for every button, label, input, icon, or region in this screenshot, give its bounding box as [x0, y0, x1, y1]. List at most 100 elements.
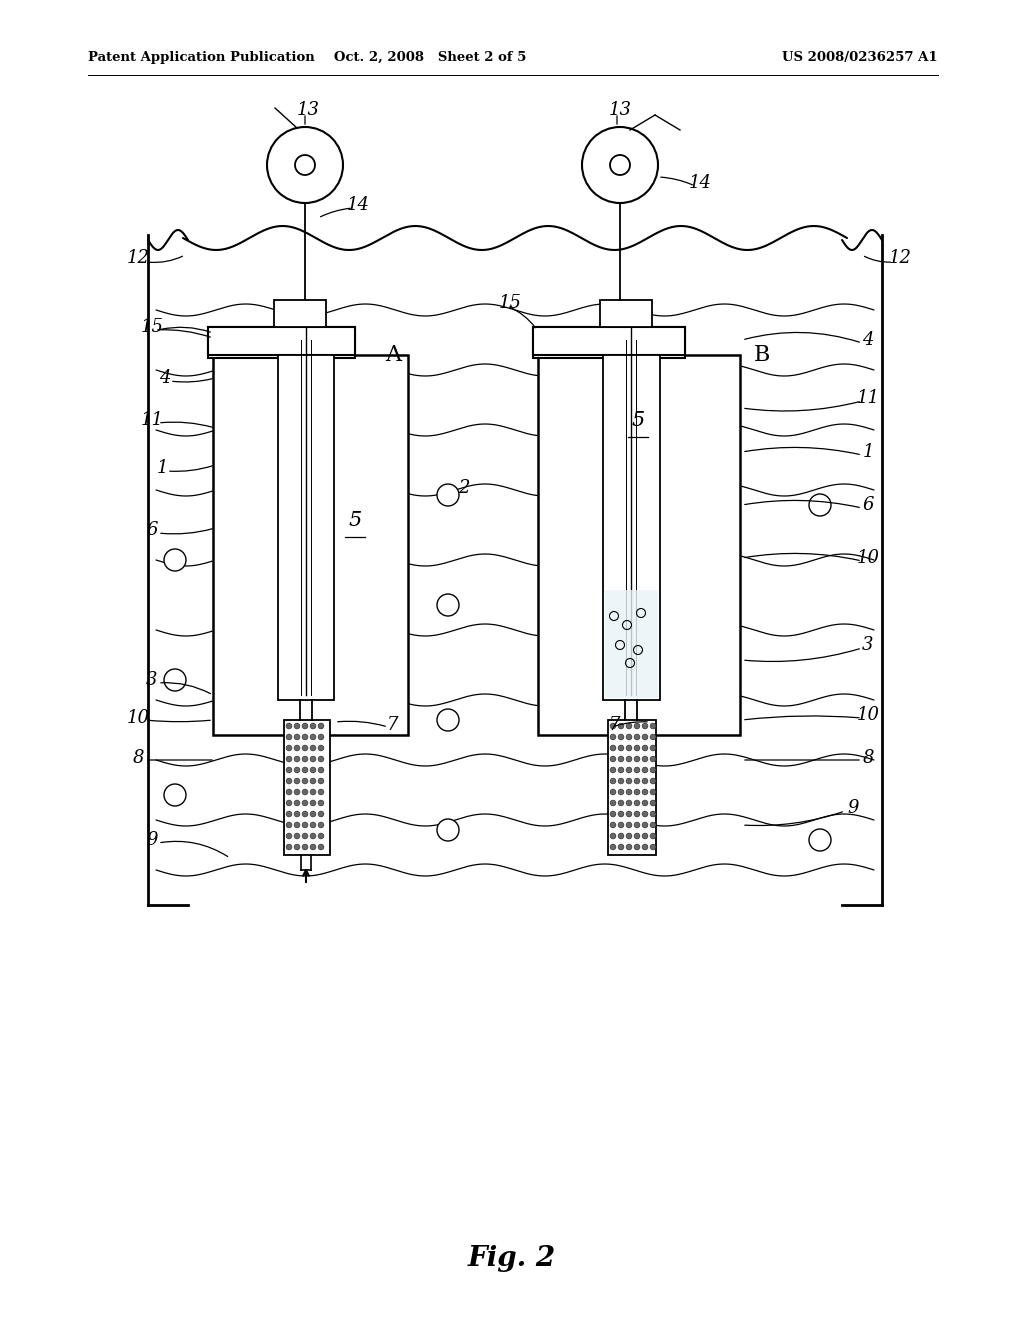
Circle shape	[634, 734, 640, 741]
Circle shape	[642, 822, 648, 828]
Circle shape	[318, 723, 324, 729]
Circle shape	[164, 669, 186, 690]
Circle shape	[634, 756, 640, 762]
Circle shape	[310, 822, 316, 828]
Circle shape	[610, 756, 616, 762]
Circle shape	[618, 756, 624, 762]
Circle shape	[642, 734, 648, 741]
Text: 14: 14	[346, 195, 370, 214]
Circle shape	[634, 833, 640, 840]
Circle shape	[310, 756, 316, 762]
Circle shape	[294, 744, 300, 751]
Circle shape	[650, 723, 656, 729]
Circle shape	[318, 789, 324, 795]
Circle shape	[610, 154, 630, 176]
Circle shape	[310, 843, 316, 850]
Circle shape	[286, 810, 292, 817]
Text: 12: 12	[127, 249, 150, 267]
Circle shape	[642, 744, 648, 751]
Circle shape	[610, 833, 616, 840]
Text: 6: 6	[146, 521, 158, 539]
Circle shape	[650, 833, 656, 840]
Circle shape	[310, 723, 316, 729]
Circle shape	[650, 767, 656, 774]
Bar	[278, 355, 334, 700]
Circle shape	[634, 767, 640, 774]
Circle shape	[618, 777, 624, 784]
Circle shape	[634, 800, 640, 807]
Circle shape	[318, 777, 324, 784]
Circle shape	[650, 734, 656, 741]
Circle shape	[302, 744, 308, 751]
Text: 2: 2	[459, 479, 470, 498]
Text: 10: 10	[127, 709, 150, 727]
Circle shape	[642, 789, 648, 795]
Circle shape	[650, 800, 656, 807]
Circle shape	[302, 756, 308, 762]
Circle shape	[286, 843, 292, 850]
Circle shape	[634, 723, 640, 729]
Circle shape	[642, 810, 648, 817]
Circle shape	[626, 843, 632, 850]
Circle shape	[618, 744, 624, 751]
Circle shape	[302, 843, 308, 850]
Circle shape	[286, 756, 292, 762]
Circle shape	[642, 723, 648, 729]
Circle shape	[618, 810, 624, 817]
Circle shape	[610, 810, 616, 817]
Text: US 2008/0236257 A1: US 2008/0236257 A1	[782, 50, 938, 63]
Circle shape	[709, 605, 731, 626]
Text: 4: 4	[160, 370, 171, 387]
Text: 11: 11	[856, 389, 880, 407]
Text: 9: 9	[146, 832, 158, 849]
Circle shape	[634, 744, 640, 751]
Circle shape	[310, 810, 316, 817]
Circle shape	[318, 767, 324, 774]
Circle shape	[294, 833, 300, 840]
Circle shape	[618, 833, 624, 840]
Circle shape	[267, 127, 343, 203]
Circle shape	[626, 800, 632, 807]
Circle shape	[610, 789, 616, 795]
Circle shape	[610, 777, 616, 784]
Bar	[538, 355, 740, 735]
Circle shape	[286, 734, 292, 741]
Circle shape	[626, 777, 632, 784]
Text: B: B	[754, 345, 770, 366]
Circle shape	[437, 594, 459, 616]
Circle shape	[618, 843, 624, 850]
Circle shape	[642, 833, 648, 840]
Circle shape	[310, 789, 316, 795]
Circle shape	[318, 822, 324, 828]
Circle shape	[610, 767, 616, 774]
Text: 14: 14	[688, 174, 712, 191]
Circle shape	[610, 723, 616, 729]
Text: 15: 15	[499, 294, 521, 312]
Text: 9: 9	[847, 799, 859, 817]
Circle shape	[582, 127, 658, 203]
Text: 10: 10	[856, 549, 880, 568]
Circle shape	[286, 833, 292, 840]
Circle shape	[626, 734, 632, 741]
Circle shape	[650, 744, 656, 751]
Circle shape	[302, 810, 308, 817]
Bar	[603, 355, 660, 700]
Circle shape	[626, 822, 632, 828]
Circle shape	[610, 843, 616, 850]
Circle shape	[302, 789, 308, 795]
Circle shape	[618, 723, 624, 729]
Circle shape	[626, 833, 632, 840]
Circle shape	[437, 709, 459, 731]
Text: 3: 3	[862, 636, 873, 653]
Text: 7: 7	[609, 715, 621, 734]
Circle shape	[294, 810, 300, 817]
Circle shape	[634, 843, 640, 850]
Circle shape	[618, 734, 624, 741]
Circle shape	[610, 734, 616, 741]
Text: 13: 13	[608, 102, 632, 119]
Bar	[208, 327, 355, 355]
Text: Patent Application Publication: Patent Application Publication	[88, 50, 314, 63]
Circle shape	[310, 744, 316, 751]
Circle shape	[634, 810, 640, 817]
Circle shape	[295, 154, 315, 176]
